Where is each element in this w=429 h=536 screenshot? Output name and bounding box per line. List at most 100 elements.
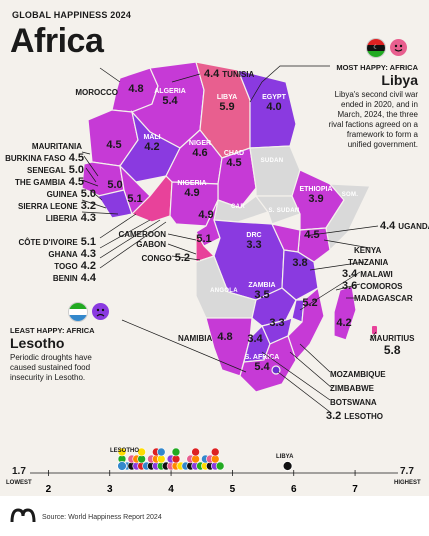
label-burkina-faso: BURKINA FASO 4.5 — [5, 152, 84, 164]
map-value-tanzania: 3.8 — [292, 257, 307, 269]
scale-min-label: LOWEST — [6, 480, 32, 486]
map-value-egypt: 4.0 — [266, 101, 281, 113]
map-value-mali: 4.2 — [144, 141, 159, 153]
map-label-south-africa: S. AFRICA — [245, 354, 280, 361]
label-togo: TOGO 4.2 — [54, 260, 96, 272]
scale-max-label: HIGHEST — [394, 480, 421, 486]
label-sierra-leone: SIERRA LEONE 3.2 — [17, 200, 96, 212]
map-value-cameroon: 4.9 — [198, 209, 213, 221]
chart-kicker: GLOBAL HAPPINESS 2024 — [12, 10, 132, 20]
label-mauritania: MAURITANIA — [31, 142, 82, 151]
country-madagascar — [333, 285, 357, 341]
map-value-namibia: 4.8 — [217, 331, 232, 343]
footer — [0, 496, 429, 536]
map-label-niger: NIGER — [189, 140, 211, 147]
label-tunisia: 4.4 TUNISIA — [204, 68, 255, 80]
country-s-sudan — [254, 195, 301, 225]
scale-libya-label: LIBYA — [276, 454, 294, 460]
scale-max-value: 7.7 — [400, 466, 414, 477]
map-value-mauritania: 4.5 — [106, 139, 121, 151]
label-cameroon: CAMEROON — [118, 230, 166, 239]
country-flag-icon — [156, 447, 166, 457]
label-congo: CONGO 5.2 — [141, 252, 190, 264]
country-mozambique — [287, 286, 325, 362]
gray-label-s-sudan: S. SUDAN — [268, 208, 299, 214]
map-value-chad: 4.5 — [226, 157, 241, 169]
most-happy-country: Libya — [381, 72, 418, 88]
label-ghana: GHANA 4.3 — [48, 248, 96, 260]
map-label-zambia: ZAMBIA — [248, 282, 275, 289]
map-label-drc: DRC — [246, 232, 261, 239]
country-mauritius — [372, 326, 377, 334]
map-value-zimbabwe: 3.3 — [269, 317, 284, 329]
least-happy-kicker: LEAST HAPPY: AFRICA — [10, 326, 95, 335]
libya-flag-icon: ☾ — [366, 38, 386, 58]
country-flag-icon — [137, 447, 146, 457]
country-flag-icon — [191, 447, 200, 457]
scale-tick-7: 7 — [352, 484, 358, 495]
map-value-niger: 4.6 — [192, 147, 207, 159]
label-malawi: 3.4 MALAWI — [342, 268, 393, 280]
map-value-zambia: 3.5 — [254, 289, 269, 301]
map-value-gabon: 5.1 — [196, 233, 211, 245]
country-south-africa — [239, 335, 297, 393]
scale-tick-2: 2 — [46, 484, 52, 495]
scale-min-value: 1.7 — [12, 466, 26, 477]
map-value-south-africa: 5.4 — [254, 361, 270, 373]
scale-tick-3: 3 — [107, 484, 113, 495]
country-flag-icon — [171, 447, 181, 457]
label-the-gambia: THE GAMBIA 4.5 — [15, 176, 84, 188]
label-mauritius: MAURITIUS 5.8 — [370, 334, 415, 357]
map-label-nigeria: NIGERIA — [177, 180, 206, 187]
label-madagascar: MADAGASCAR — [354, 294, 413, 303]
scale-tick-6: 6 — [291, 484, 297, 495]
label-botswana: BOTSWANA — [330, 398, 377, 407]
label-zimbabwe: ZIMBABWE — [330, 384, 374, 393]
label-cote-divoire: CÔTE D'IVOIRE 5.1 — [18, 236, 96, 248]
source-text: Source: World Happiness Report 2024 — [42, 514, 162, 521]
map-value-burkina: 5.1 — [127, 193, 142, 205]
map-value-madagascar: 4.2 — [336, 317, 351, 329]
most-happy-description: Libya's second civil war ended in 2020, … — [328, 90, 418, 149]
gray-label-car: CAR — [231, 204, 245, 210]
map-value-guinea-region: 5.0 — [107, 179, 122, 191]
country-sudan — [249, 145, 301, 197]
label-kenya: KENYA — [354, 246, 382, 255]
most-happy-kicker: MOST HAPPY: AFRICA — [336, 63, 418, 72]
map-label-algeria: ALGERIA — [154, 88, 186, 95]
map-value-drc: 3.3 — [246, 239, 261, 251]
country-flag-icon — [210, 447, 220, 457]
map-value-nigeria: 4.9 — [184, 187, 199, 199]
gray-label-angola: ANGOLA — [210, 288, 238, 294]
map-label-chad: CHAD — [224, 150, 244, 157]
scale-tick-5: 5 — [230, 484, 236, 495]
chart-title: Africa — [10, 22, 104, 60]
map-value-botswana: 3.4 — [247, 333, 263, 345]
smiley-face-icon — [390, 39, 407, 56]
country-flag-icon — [117, 447, 127, 457]
map-value-algeria: 5.4 — [162, 95, 178, 107]
sad-face-icon — [92, 303, 109, 320]
happiness-scale: 2 3 4 5 6 7 — [30, 447, 398, 495]
country-mali — [119, 109, 181, 183]
least-happy-country: Lesotho — [10, 335, 65, 351]
scale-lesotho-label: LESOTHO — [110, 448, 140, 454]
visual-capitalist-logo-icon — [10, 506, 36, 524]
gray-label-som-: SOM. — [342, 192, 359, 198]
country-flag-icon — [215, 461, 225, 471]
label-mozambique: MOZAMBIQUE — [330, 370, 386, 379]
map-label-ethiopia: ETHIOPIA — [299, 186, 332, 193]
label-guinea: GUINEA 5.0 — [46, 188, 96, 200]
label-namibia: NAMIBIA — [178, 334, 213, 343]
lesotho-flag-icon — [117, 461, 127, 471]
label-uganda: 4.4UGANDA — [380, 220, 429, 232]
map-value-libya: 5.9 — [219, 101, 234, 113]
map-label-mali: MALI — [143, 134, 160, 141]
label-lesotho: 3.2 LESOTHO — [326, 410, 383, 422]
map-label-libya: LIBYA — [217, 94, 237, 101]
least-happy-description: Periodic droughts have caused sustained … — [10, 353, 92, 382]
label-comoros: 3.6 COMOROS — [342, 280, 403, 292]
label-gabon: GABON — [136, 240, 166, 249]
label-senegal: SENEGAL 5.0 — [27, 164, 84, 176]
